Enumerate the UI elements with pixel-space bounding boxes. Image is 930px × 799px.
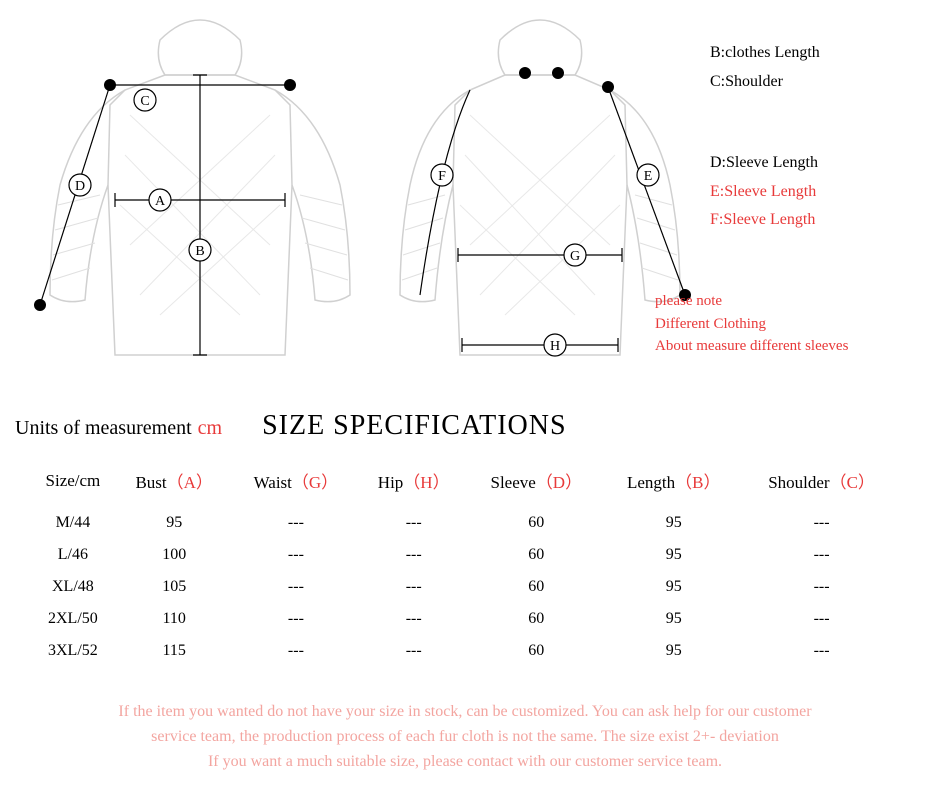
legend-e: E:Sleeve Length xyxy=(710,179,820,205)
table-row: XL/48 105 --- --- 60 95 --- xyxy=(30,571,900,603)
th-sleeve: Sleeve（D） xyxy=(468,460,604,507)
svg-text:B: B xyxy=(195,244,204,259)
footnote: If the item you wanted do not have your … xyxy=(0,700,930,774)
svg-text:D: D xyxy=(75,179,85,194)
units-row: Units of measurement cm SIZE SPECIFICATI… xyxy=(15,410,915,442)
th-shoulder: Shoulder（C） xyxy=(743,460,900,507)
units-cm: cm xyxy=(198,417,222,440)
footnote-line3: If you want a much suitable size, please… xyxy=(0,750,930,775)
note-line3: About measure different sleeves xyxy=(655,335,848,358)
svg-text:H: H xyxy=(550,339,560,354)
table-row: M/44 95 --- --- 60 95 --- xyxy=(30,507,900,539)
th-hip: Hip（H） xyxy=(359,460,468,507)
size-table: Size/cm Bust（A） Waist（G） Hip（H） Sleeve（D… xyxy=(30,460,900,667)
th-waist: Waist（G） xyxy=(233,460,360,507)
legend-f: F:Sleeve Length xyxy=(710,207,820,233)
note-line1: please note xyxy=(655,290,848,313)
table-row: 3XL/52 115 --- --- 60 95 --- xyxy=(30,635,900,667)
svg-text:E: E xyxy=(644,169,653,184)
table-body: M/44 95 --- --- 60 95 --- L/46 100 --- -… xyxy=(30,507,900,667)
legend-c: C:Shoulder xyxy=(710,69,820,95)
table-row: 2XL/50 110 --- --- 60 95 --- xyxy=(30,603,900,635)
th-size: Size/cm xyxy=(30,460,116,507)
svg-text:F: F xyxy=(438,169,446,184)
footnote-line1: If the item you wanted do not have your … xyxy=(0,700,930,725)
svg-text:C: C xyxy=(140,94,149,109)
svg-text:G: G xyxy=(570,249,580,264)
th-length: Length（B） xyxy=(604,460,743,507)
table-row: L/46 100 --- --- 60 95 --- xyxy=(30,539,900,571)
th-bust: Bust（A） xyxy=(116,460,233,507)
units-label: Units of measurement xyxy=(15,417,192,440)
measurement-legend: B:clothes Length C:Shoulder D:Sleeve Len… xyxy=(710,40,820,236)
footnote-line2: service team, the production process of … xyxy=(0,725,930,750)
svg-text:A: A xyxy=(155,194,166,209)
diagram-area: C A B D F xyxy=(0,0,930,380)
spec-title: SIZE SPECIFICATIONS xyxy=(262,410,566,442)
note-line2: Different Clothing xyxy=(655,313,848,336)
table-header-row: Size/cm Bust（A） Waist（G） Hip（H） Sleeve（D… xyxy=(30,460,900,507)
legend-d: D:Sleeve Length xyxy=(710,150,820,176)
note-block: please note Different Clothing About mea… xyxy=(655,290,848,358)
size-table-wrap: Size/cm Bust（A） Waist（G） Hip（H） Sleeve（D… xyxy=(30,460,900,667)
legend-b: B:clothes Length xyxy=(710,40,820,66)
jacket-front-diagram: C A B D xyxy=(10,5,390,385)
